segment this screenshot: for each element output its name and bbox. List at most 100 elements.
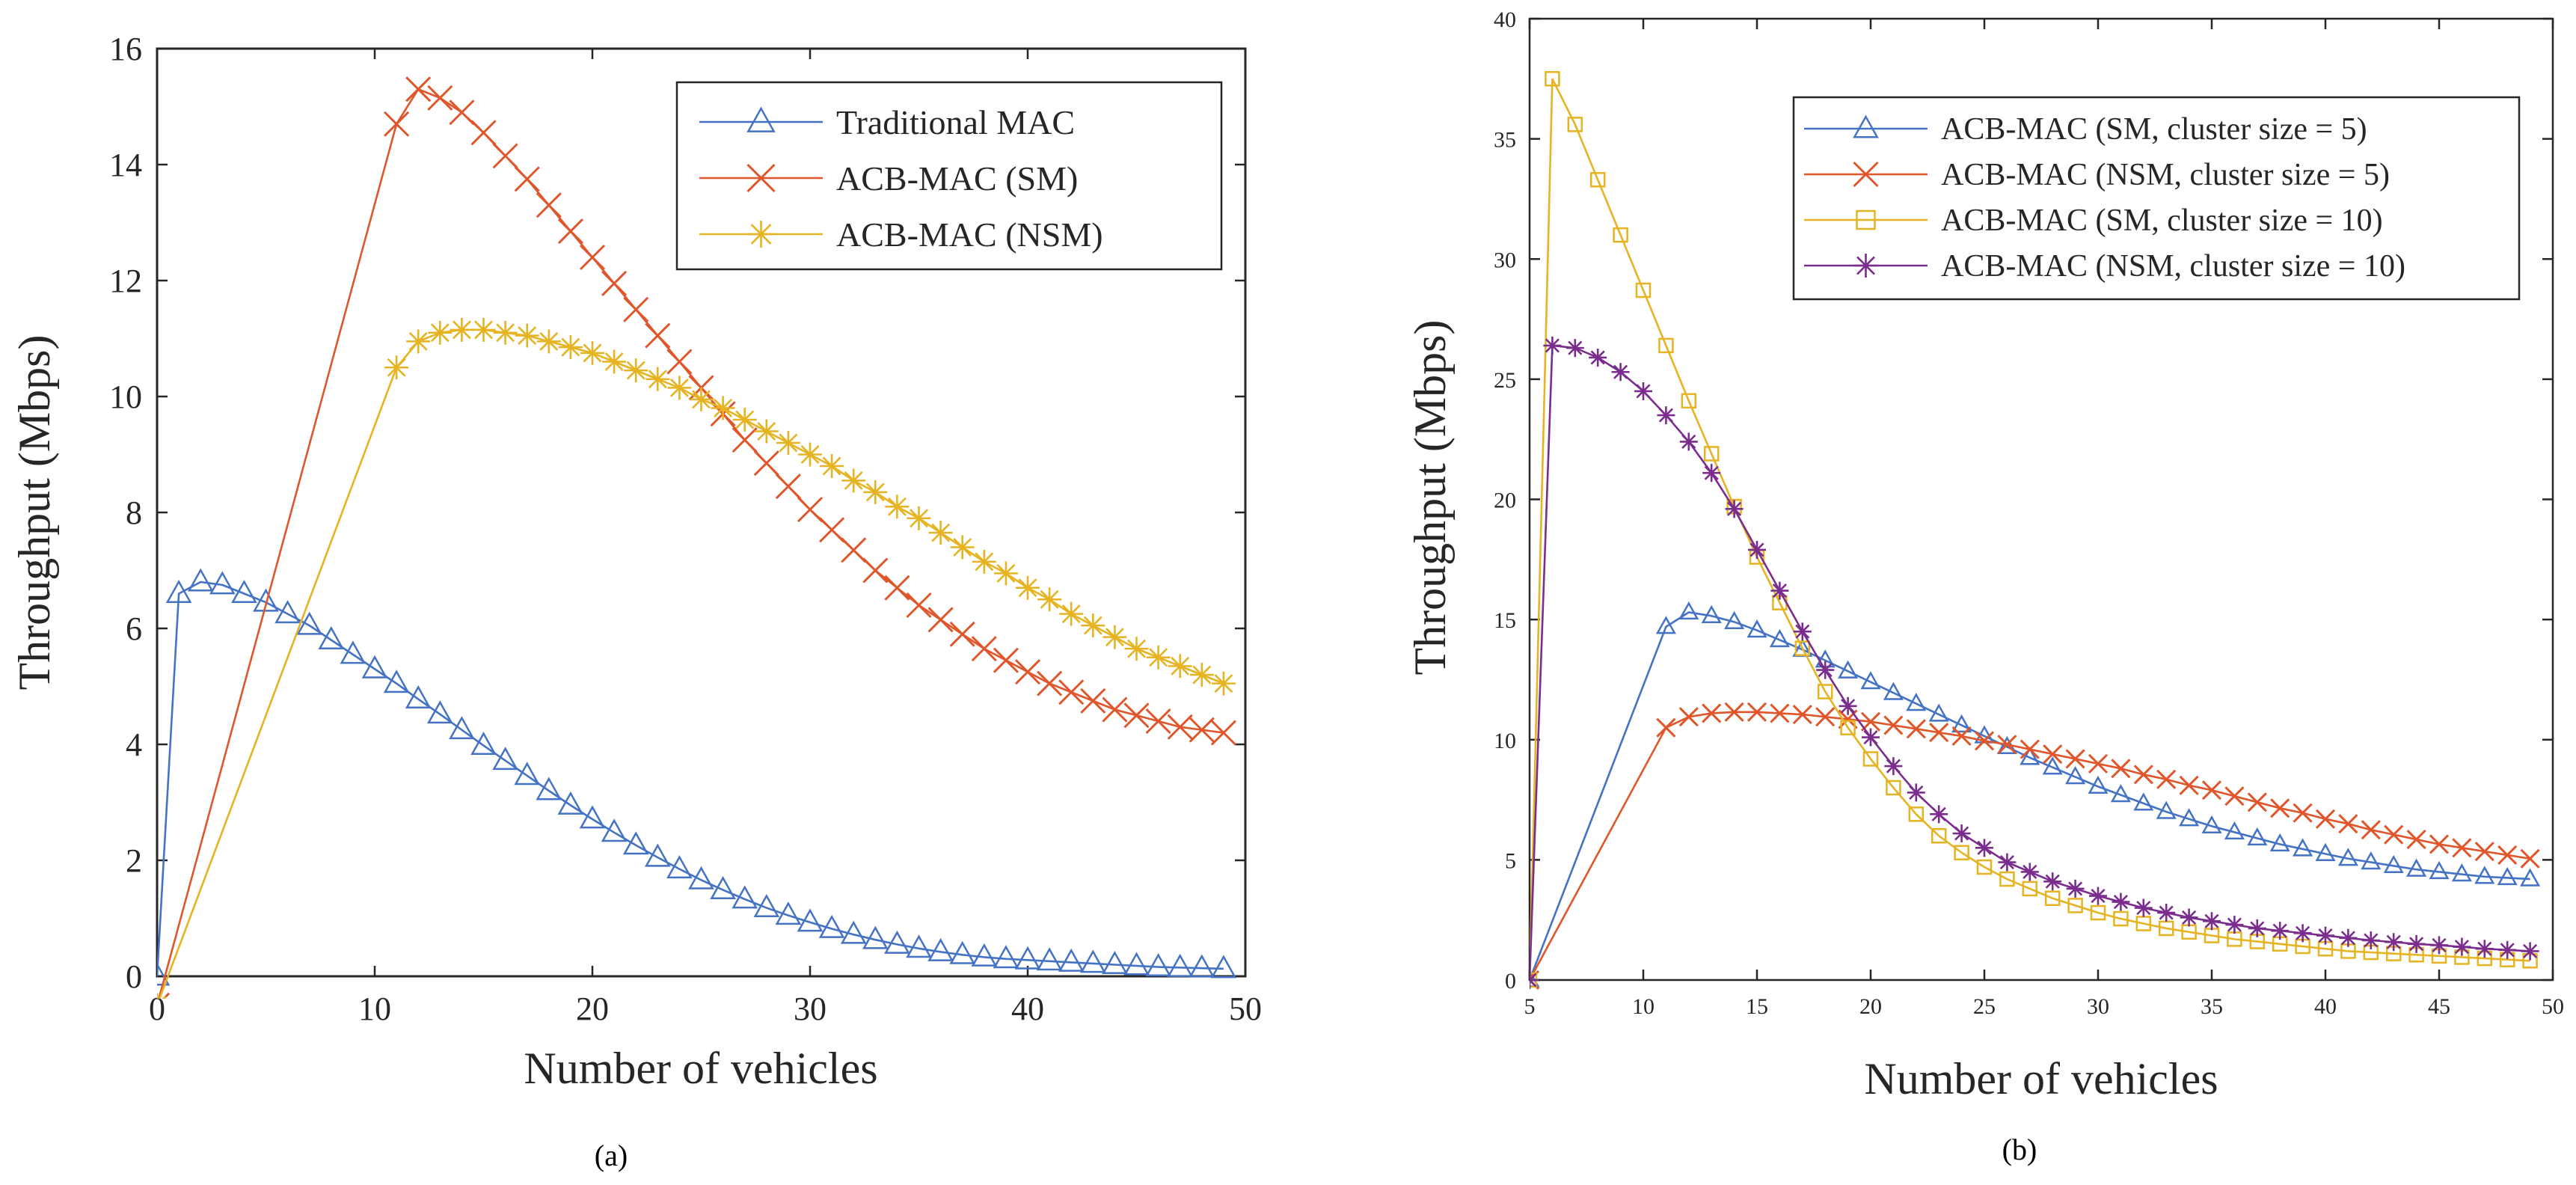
data-point-2 [384, 355, 409, 380]
data-point-3 [1998, 853, 2017, 872]
data-point-0 [775, 901, 802, 925]
data-point-1 [536, 192, 562, 218]
data-point-0 [2179, 808, 2200, 827]
data-point-2 [1976, 859, 1993, 875]
data-point-0 [187, 568, 214, 592]
data-point-0 [1769, 628, 1790, 648]
data-point-2 [776, 431, 800, 455]
data-point-0 [732, 885, 758, 909]
data-point-0 [971, 943, 998, 967]
data-point-1 [1080, 688, 1106, 714]
data-point-1 [514, 166, 540, 192]
x-tick-label: 40 [1011, 990, 1044, 1027]
data-point-3 [2043, 872, 2062, 891]
data-point-1 [906, 592, 932, 619]
data-point-1 [384, 111, 410, 137]
data-point-2 [928, 521, 953, 545]
data-point-1 [2020, 739, 2040, 759]
data-point-3 [1565, 339, 1584, 358]
data-point-1 [1656, 717, 1676, 738]
data-point-0 [884, 930, 910, 954]
data-point-2 [2022, 881, 2038, 897]
data-point-1 [1058, 679, 1085, 705]
data-point-1 [753, 450, 779, 477]
data-point-0 [579, 805, 606, 829]
x-tick-label: 50 [1229, 990, 1262, 1027]
data-point-0 [2020, 747, 2040, 765]
y-tick-label: 4 [126, 726, 142, 763]
data-point-0 [449, 716, 475, 740]
data-point-0 [2156, 800, 2177, 819]
data-point-3 [2316, 926, 2334, 945]
data-point-0 [536, 777, 562, 800]
y-tick-label: 2 [126, 842, 142, 879]
data-point-2 [471, 317, 496, 342]
data-point-2 [536, 329, 561, 354]
series-lines [1530, 71, 2541, 990]
data-point-0 [1928, 703, 1949, 722]
data-point-1 [862, 557, 889, 584]
data-point-0 [2383, 854, 2404, 874]
data-point-1 [2201, 780, 2222, 800]
data-point-2 [1703, 446, 1720, 462]
data-point-3 [2498, 940, 2517, 959]
data-point-3 [2134, 898, 2153, 917]
data-point-2 [667, 376, 692, 400]
legend-marker-2 [747, 221, 775, 248]
data-point-0 [1036, 947, 1063, 971]
data-point-2 [645, 367, 670, 391]
data-point-2 [1658, 337, 1674, 354]
data-point-1 [732, 427, 758, 453]
y-tick-label: 6 [126, 610, 142, 647]
data-point-0 [253, 588, 279, 612]
data-point-3 [2453, 937, 2471, 956]
data-point-0 [2247, 827, 2268, 846]
data-point-0 [1701, 604, 1722, 623]
data-point-2 [798, 442, 822, 467]
data-point-2 [1168, 654, 1192, 679]
data-point-0 [2451, 863, 2472, 882]
y-tick-label: 20 [1494, 489, 1516, 513]
data-point-3 [1725, 500, 1744, 518]
data-point-0 [2088, 775, 2109, 794]
data-point-1 [927, 607, 954, 633]
data-point-3 [1975, 839, 1993, 857]
data-point-0 [318, 625, 345, 649]
data-point-0 [1102, 950, 1128, 974]
data-point-1 [2156, 769, 2177, 789]
data-point-0 [2110, 784, 2131, 803]
data-point-2 [711, 396, 735, 420]
data-point-2 [972, 549, 996, 574]
data-point-0 [1883, 682, 1904, 700]
y-tick-label: 30 [1494, 248, 1516, 272]
data-point-2 [732, 408, 757, 432]
data-point-0 [840, 920, 867, 944]
data-point-3 [1589, 348, 1607, 367]
legend-label-1: ACB-MAC (NSM, cluster size = 5) [1941, 158, 2390, 192]
data-point-3 [2407, 934, 2426, 953]
data-point-2 [1103, 625, 1127, 649]
series-line-0 [1530, 611, 2530, 981]
data-point-1 [2247, 792, 2267, 812]
x-tick-label: 5 [1524, 994, 1536, 1019]
data-point-0 [644, 843, 671, 867]
data-point-0 [2406, 858, 2427, 877]
data-point-2 [1635, 282, 1652, 298]
data-point-3 [1748, 540, 1766, 559]
legend-label-2: ACB-MAC (NSM) [836, 215, 1103, 254]
data-point-0 [666, 855, 693, 879]
x-tick-label: 15 [1746, 994, 1768, 1019]
data-point-2 [624, 358, 648, 383]
data-point-1 [2384, 824, 2404, 845]
data-point-0 [927, 937, 954, 961]
data-point-0 [1860, 671, 1881, 690]
data-point-1 [1145, 708, 1171, 735]
data-point-0 [209, 571, 236, 595]
data-point-1 [2361, 820, 2381, 840]
y-tick-label: 12 [109, 263, 142, 299]
data-point-3 [1839, 696, 1857, 715]
data-point-3 [1907, 783, 1925, 802]
data-point-3 [2225, 916, 2244, 934]
data-point-2 [1954, 845, 1969, 860]
